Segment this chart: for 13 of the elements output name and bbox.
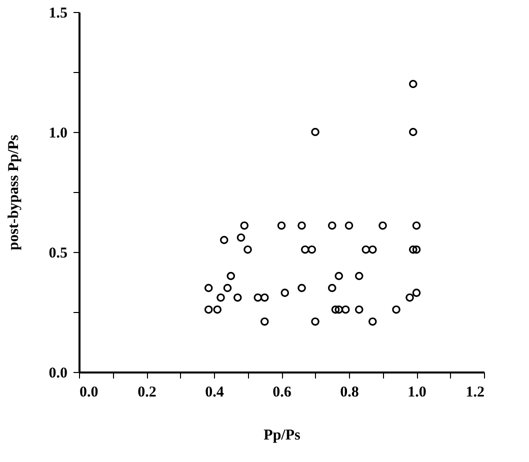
x-tick-label: 0.2 — [138, 384, 156, 400]
x-axis-title: Pp/Ps — [264, 428, 300, 444]
x-tick-label: 0.0 — [80, 384, 98, 400]
y-axis-title: post-bypass Pp/Ps — [6, 134, 22, 250]
x-tick-label: 0.8 — [340, 384, 359, 400]
y-tick-label: 0.5 — [48, 246, 68, 262]
x-tick-label: 0.6 — [272, 384, 292, 400]
y-tick-label: 1.5 — [48, 6, 68, 22]
x-tick-label: 1.0 — [408, 384, 426, 400]
x-tick-label: 1.2 — [466, 384, 484, 400]
x-tick-label: 0.4 — [205, 384, 224, 400]
y-tick-label: 0.0 — [48, 366, 68, 382]
y-tick-label: 1.0 — [48, 126, 68, 142]
